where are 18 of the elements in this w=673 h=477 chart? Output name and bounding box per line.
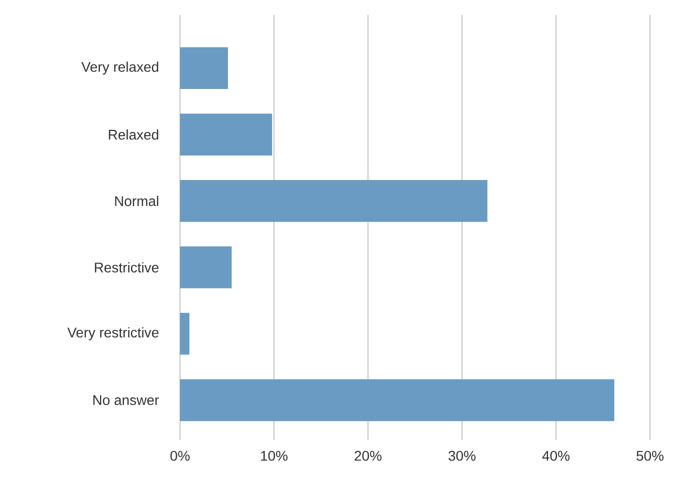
y-tick-label: Normal (115, 196, 158, 206)
bar (180, 246, 232, 288)
bar (180, 47, 228, 90)
y-tick-label: No answer (93, 395, 159, 406)
bar (180, 180, 488, 222)
x-tick-label: 40% (542, 450, 570, 461)
x-tick-label: 20% (354, 450, 382, 461)
bar (180, 312, 190, 355)
y-tick-label: Very relaxed (81, 62, 158, 75)
bar (180, 114, 272, 156)
y-tick-label: Very restrictive (67, 327, 159, 340)
x-tick-label: 10% (261, 450, 288, 461)
x-tick-label: 0% (170, 450, 190, 461)
x-tick-label: 30% (448, 450, 476, 461)
y-tick-label: Restrictive (94, 262, 159, 272)
x-tick-label: 50% (636, 450, 664, 461)
bar (180, 379, 614, 422)
y-tick-label: Relaxed (108, 129, 158, 140)
